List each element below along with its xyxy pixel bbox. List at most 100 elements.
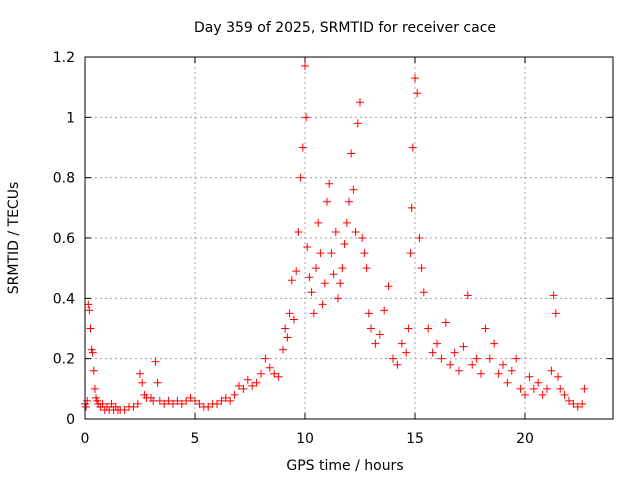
- data-point: [186, 393, 195, 402]
- data-point: [164, 396, 173, 405]
- data-point: [88, 348, 97, 357]
- data-point: [221, 393, 230, 402]
- data-point: [195, 399, 204, 408]
- data-point: [525, 372, 534, 381]
- y-tick-label: 0.8: [53, 171, 75, 187]
- data-point: [303, 243, 312, 252]
- data-point: [331, 227, 340, 236]
- data-point: [98, 399, 107, 408]
- data-point: [499, 360, 507, 369]
- data-point: [342, 218, 351, 227]
- data-point: [580, 384, 589, 393]
- y-tick-label: 1.2: [53, 50, 75, 66]
- data-point: [397, 339, 406, 348]
- data-point: [290, 315, 298, 324]
- data-point: [349, 185, 358, 194]
- data-point: [404, 324, 413, 333]
- data-point: [320, 279, 329, 288]
- data-point: [107, 399, 116, 408]
- data-point: [516, 384, 525, 393]
- data-point: [367, 324, 375, 333]
- data-point: [243, 375, 252, 384]
- data-point: [338, 264, 347, 273]
- data-point: [364, 309, 373, 318]
- data-point: [327, 249, 336, 258]
- data-point: [347, 149, 356, 158]
- data-point: [424, 324, 433, 333]
- x-tick-label: 10: [296, 431, 314, 447]
- data-point: [120, 405, 129, 414]
- data-point: [309, 309, 318, 318]
- data-point: [417, 264, 426, 273]
- data-point: [235, 381, 243, 390]
- data-point: [477, 369, 485, 378]
- data-point: [133, 399, 142, 408]
- data-point: [292, 267, 301, 276]
- data-point: [450, 348, 459, 357]
- data-point: [312, 264, 320, 273]
- data-point: [294, 227, 303, 236]
- data-point: [191, 396, 199, 405]
- data-point: [340, 240, 349, 249]
- data-point: [560, 390, 569, 399]
- data-point: [481, 324, 490, 333]
- data-point: [356, 98, 364, 107]
- data-point: [402, 348, 411, 357]
- data-point: [428, 348, 437, 357]
- data-point: [411, 74, 419, 83]
- data-point: [437, 354, 446, 363]
- data-point: [573, 402, 582, 411]
- data-point: [281, 324, 290, 333]
- data-point: [82, 402, 91, 411]
- plot-frame: [84, 56, 614, 420]
- data-point: [485, 354, 494, 363]
- data-point: [407, 203, 416, 212]
- data-point: [323, 197, 331, 206]
- x-tick-label: 15: [406, 431, 424, 447]
- y-tick-label: 0: [66, 412, 75, 428]
- data-point: [325, 179, 334, 188]
- data-point: [302, 113, 311, 122]
- data-point: [318, 300, 327, 309]
- data-point: [459, 342, 468, 351]
- data-point: [257, 369, 265, 378]
- y-tick-label: 0.2: [53, 352, 75, 368]
- data-point: [408, 143, 417, 152]
- data-point: [360, 249, 369, 258]
- data-point: [316, 249, 325, 258]
- grid-lines: [85, 57, 613, 419]
- data-point: [301, 62, 309, 71]
- data-point: [261, 354, 270, 363]
- data-point: [298, 143, 307, 152]
- data-point: [314, 218, 323, 227]
- data-point: [160, 399, 169, 408]
- data-point: [371, 339, 380, 348]
- data-point: [490, 339, 499, 348]
- x-tick-label: 20: [516, 431, 534, 447]
- data-point: [547, 366, 556, 375]
- data-point: [274, 372, 283, 381]
- data-point: [138, 378, 147, 387]
- data-point: [151, 357, 160, 366]
- data-point: [248, 381, 257, 390]
- data-point: [305, 273, 314, 282]
- data-point: [362, 264, 371, 273]
- x-tick-label: 5: [191, 431, 200, 447]
- data-point: [529, 384, 538, 393]
- data-point: [136, 369, 144, 378]
- data-point: [507, 366, 516, 375]
- data-point: [419, 288, 428, 297]
- data-point: [345, 197, 353, 206]
- data-point: [543, 384, 551, 393]
- data-point: [217, 396, 226, 405]
- data-point: [353, 119, 362, 128]
- data-point: [455, 366, 463, 375]
- data-point: [512, 354, 521, 363]
- data-point: [534, 378, 543, 387]
- data-point: [252, 378, 261, 387]
- data-point: [415, 234, 424, 242]
- data-point: [521, 390, 529, 399]
- data-point: [393, 360, 402, 369]
- y-tick-label: 0.6: [53, 231, 75, 247]
- y-axis-label: SRMTID / TECUs: [6, 182, 22, 295]
